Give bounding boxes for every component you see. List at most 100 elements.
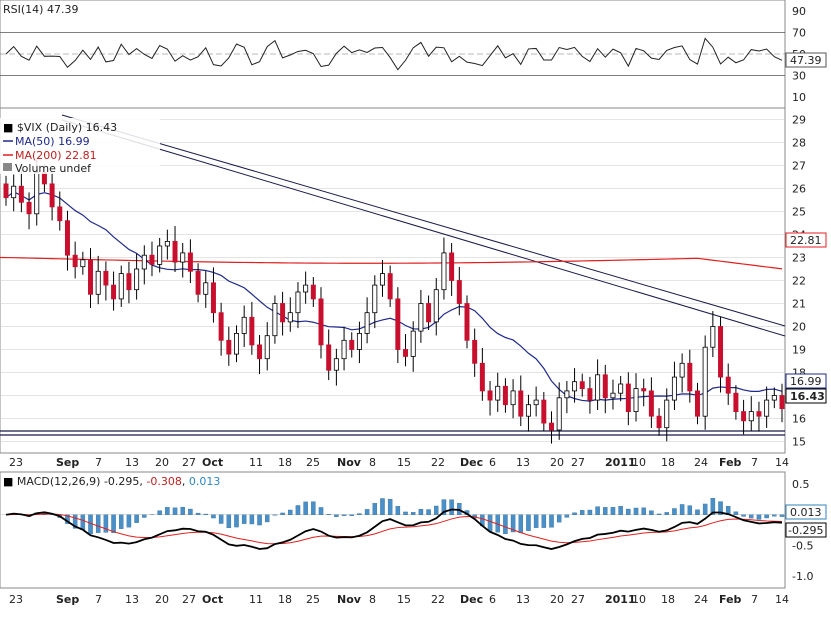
candle-body [242,317,246,333]
x-axis-label: 18 [661,593,675,606]
macd-tick: -1.0 [792,570,813,583]
candle-body [734,393,738,411]
candle-body [772,396,776,401]
ma200-tag: 22.81 [790,234,822,247]
rsi-panel: RSI(14) 47.39 9070503010 47.39 [0,0,826,108]
candle-body [196,271,200,294]
candle-body [373,285,377,313]
macd-value-tag: -0.295 [788,524,823,537]
x-axis-label: 22 [431,456,445,469]
macd-panel: ■ MACD(12,26,9) -0.295, -0.308, 0.013 0.… [0,472,826,588]
candle-body [27,202,31,214]
macd-hist-bar [304,502,308,515]
macd-hist-bar [227,515,231,528]
candle-body [265,336,269,359]
x-axis-label: 27 [571,456,585,469]
rsi-tick: 70 [792,26,806,39]
candle-body [81,260,85,267]
candle-body [588,389,592,401]
macd-hist-bar [688,506,692,515]
macd-hist-bar [626,509,630,515]
x-axis-label: 6 [489,593,496,606]
candle-body [357,333,361,349]
macd-hist-bar [757,515,761,520]
candle-body [234,333,238,354]
x-axis-label: Nov [337,456,362,469]
macd-hist-bar [127,515,131,527]
macd-hist-bar [357,514,361,515]
candle-body [419,304,423,332]
candle-body [342,340,346,358]
macd-hist-bar [588,510,592,515]
price-y-tick: 27 [792,160,806,173]
macd-hist-bar [173,508,177,515]
x-axis-label: Feb [719,456,742,469]
x-axis-label: 24 [694,593,708,606]
macd-hist-bar [749,515,753,518]
macd-hist-bar [380,498,384,514]
ma200-legend: MA(200) 22.81 [15,149,97,162]
macd-hist-tag: 0.013 [790,506,822,519]
candle-body [12,186,16,198]
x-axis-label: 10 [632,593,646,606]
x-axis-label: Sep [56,456,79,469]
macd-hist-bar [503,515,507,534]
x-axis-label: 7 [751,593,758,606]
candle-body [642,389,646,391]
candle-body [695,391,699,416]
price-y-tick: 25 [792,206,806,219]
candle-body [403,350,407,357]
macd-hist-bar [534,515,538,528]
candle-body [572,382,576,391]
candle-body [319,299,323,345]
candle-body [96,271,100,294]
x-axis-label: 24 [694,456,708,469]
macd-hist-bar [634,508,638,515]
candle-body [672,377,676,400]
candle-body [311,285,315,299]
macd-hist-bar [265,515,269,522]
candle-body [350,340,354,349]
candle-body [173,241,177,262]
candle-body [281,304,285,322]
candle-body [765,400,769,416]
macd-hist-bar [565,515,569,518]
candle-body [4,184,8,198]
price-y-tick: 19 [792,344,806,357]
x-axis-label: 11 [249,456,263,469]
candle-body [649,391,653,416]
candle-body [365,313,369,334]
candle-body [257,345,261,359]
candle-body [726,377,730,393]
x-axis-label: Dec [460,456,483,469]
macd-hist-bar [342,515,346,516]
ma50-legend: MA(50) 16.99 [15,135,90,148]
x-axis-label: Nov [337,593,362,606]
macd-hist-bar [250,515,254,524]
macd-hist-bar [665,512,669,514]
candle-body [288,313,292,322]
macd-hist-bar [119,515,123,529]
price-y-tick: 21 [792,298,806,311]
macd-hist-bar [350,515,354,516]
candle-body [534,400,538,405]
macd-hist-bar [419,509,423,515]
macd-hist-bar [741,515,745,517]
x-axis-label: 27 [182,456,196,469]
macd-hist-bar [772,515,776,517]
x-axis-label: 23 [9,456,23,469]
macd-hist-bar [373,503,377,514]
candle-body [703,347,707,416]
macd-hist-bar [296,505,300,514]
macd-hist-bar [680,504,684,514]
candle-body [434,290,438,322]
macd-hist-bar [619,506,623,515]
candle-body [503,386,507,404]
x-axis-label: 7 [95,593,102,606]
x-axis-label: 20 [550,593,564,606]
candle-body [273,304,277,336]
candle-body [304,285,308,292]
candle-body [211,283,215,313]
